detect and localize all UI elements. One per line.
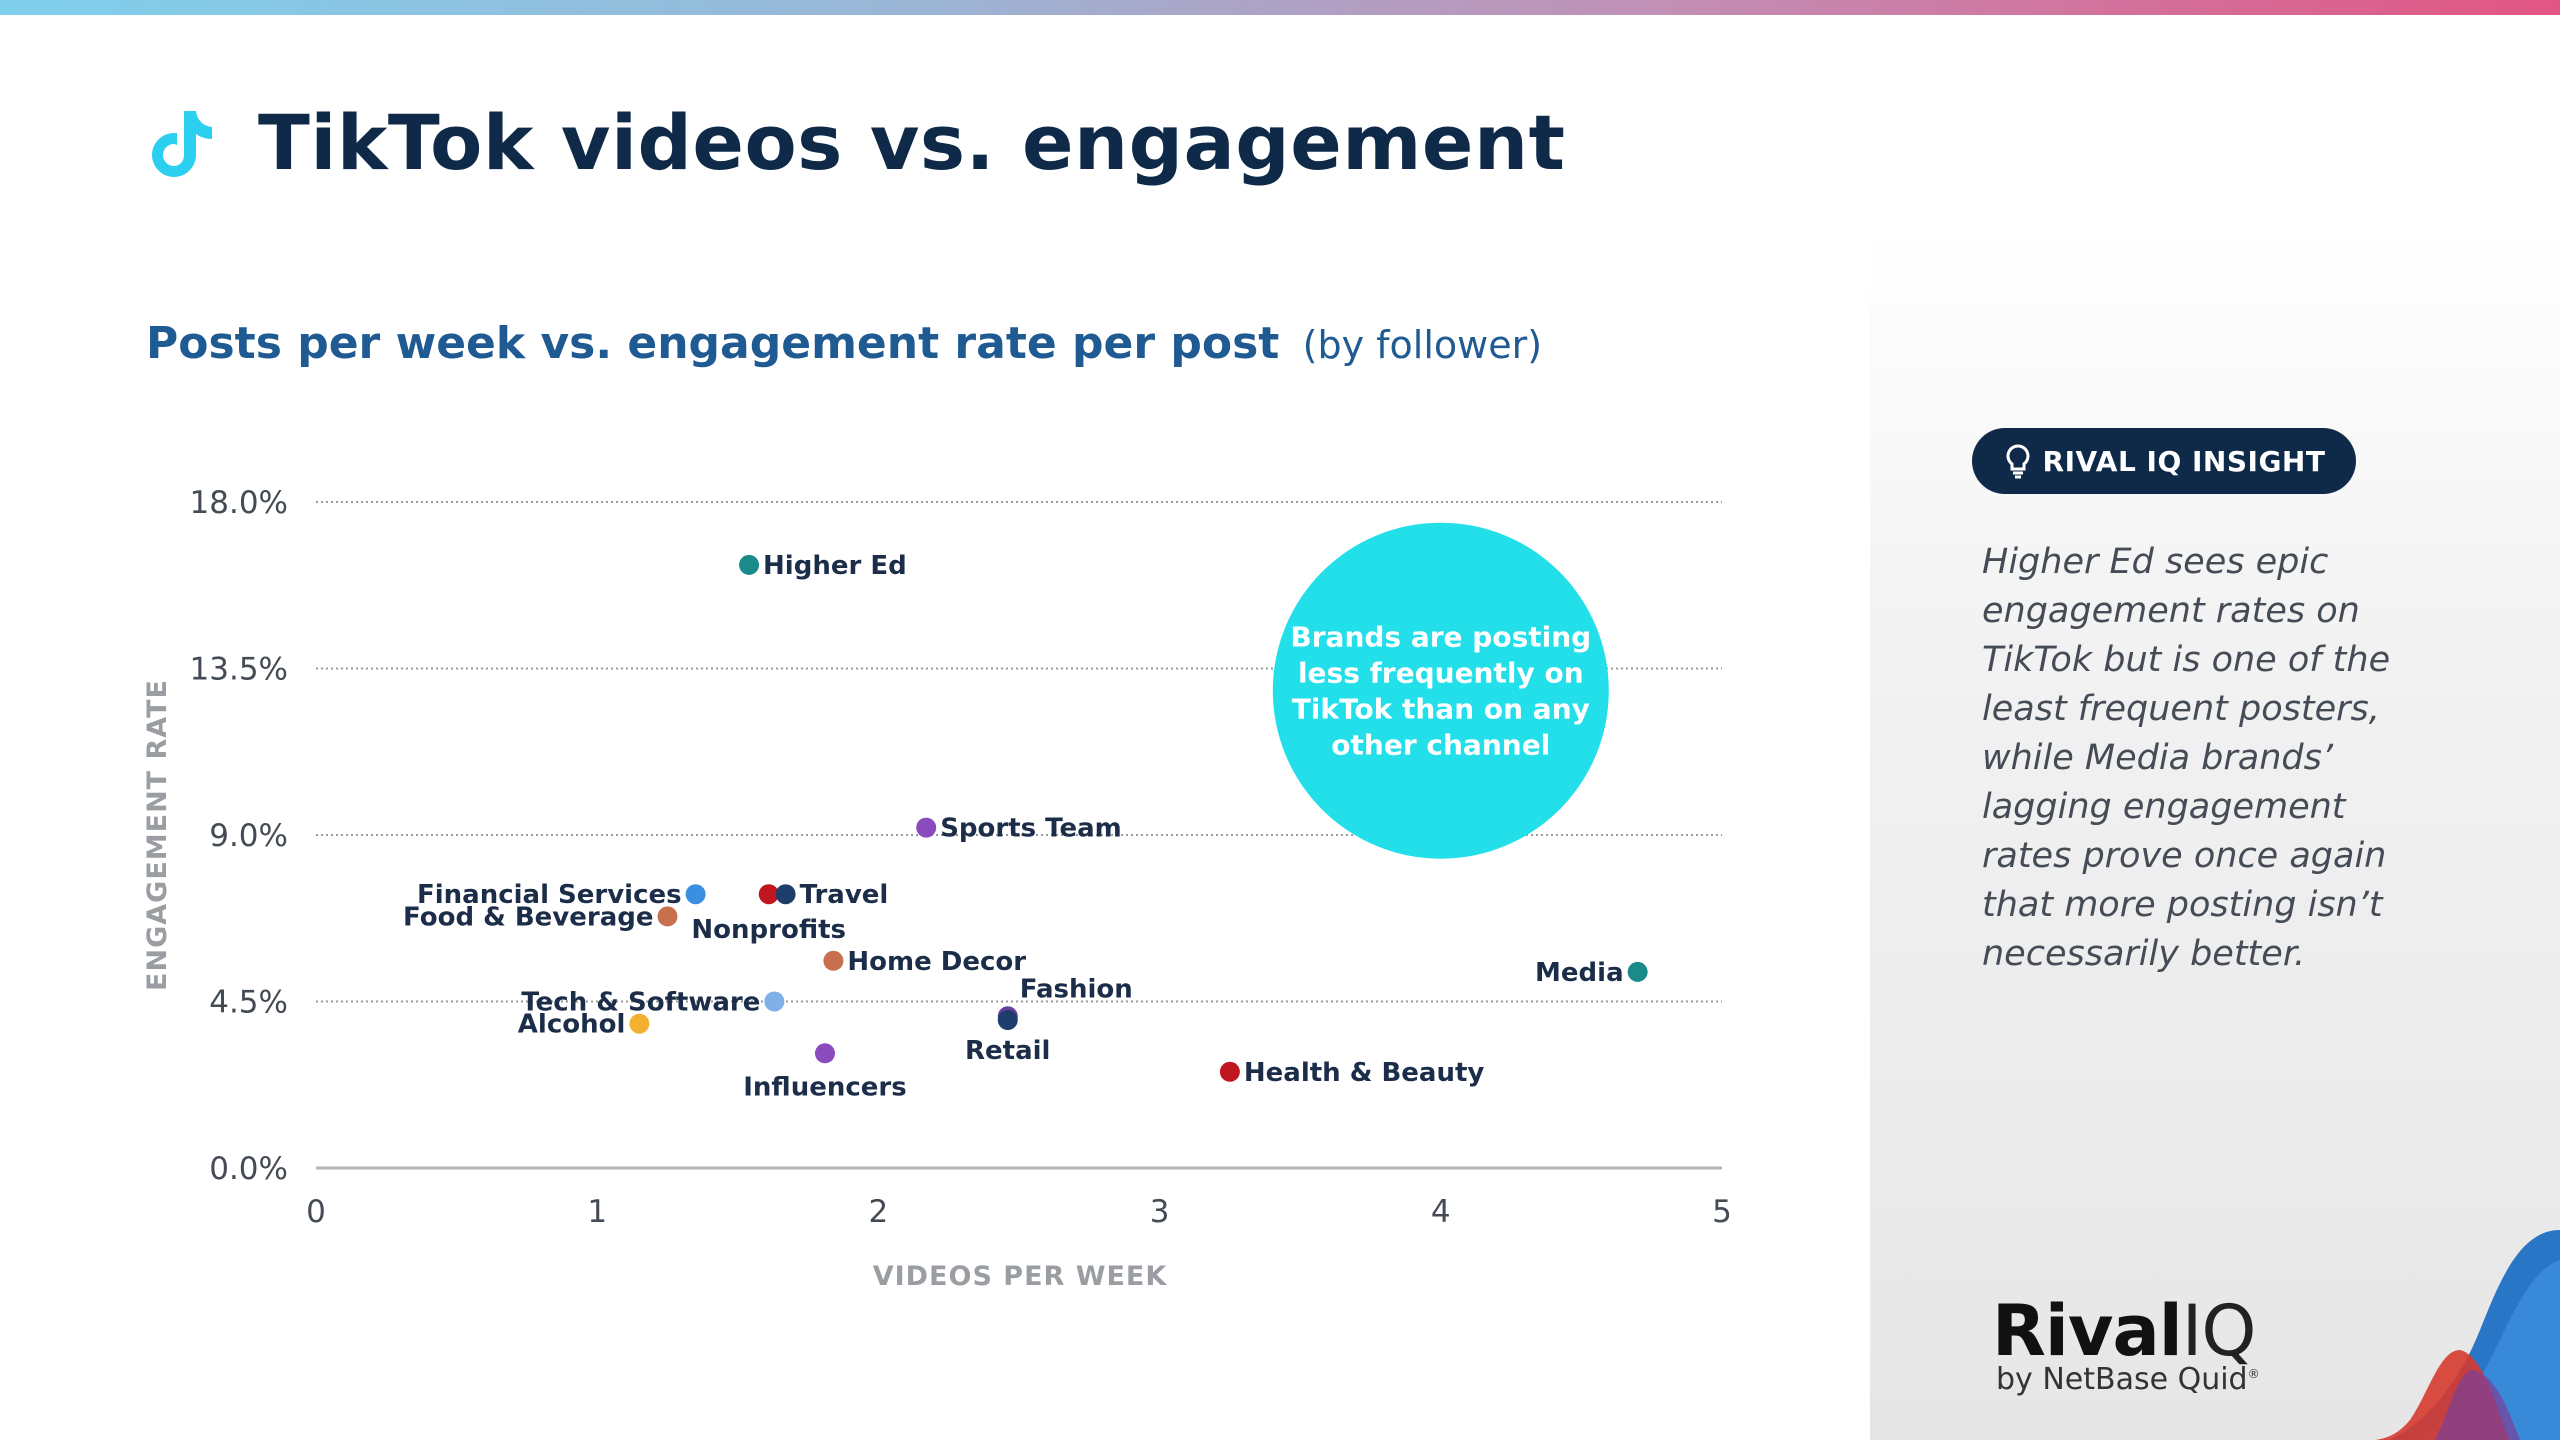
point-home-decor: [823, 950, 844, 971]
top-gradient-bar: [0, 0, 2560, 15]
insight-text: Higher Ed sees epic engagement rates on …: [1982, 542, 2391, 974]
registered-mark: ®: [2247, 1367, 2260, 1381]
insight-badge: RIVAL IQ INSIGHT: [1972, 428, 2356, 494]
brand-name-iq: IQ: [2181, 1290, 2257, 1372]
x-tick-label: 4: [1431, 1194, 1451, 1230]
point-label-travel: Travel: [800, 880, 889, 910]
scatter-chart: 0.0% 4.5% 9.0% 13.5% 18.0% 0 1 2 3 4 5 Brands are …: [142, 485, 1732, 1292]
point-travel: [775, 884, 796, 905]
brand-name-main: Rival: [1992, 1290, 2183, 1372]
chart-title: Posts per week vs. engagement rate per p…: [146, 318, 1280, 369]
point-alcohol: [629, 1013, 650, 1034]
point-health-beauty: [1219, 1061, 1240, 1082]
annotation-text: less frequently on: [1298, 657, 1584, 690]
x-tick-label: 5: [1712, 1194, 1732, 1230]
y-axis-title: ENGAGEMENT RATE: [142, 679, 173, 991]
point-label-nonprofits: Nonprofits: [691, 915, 846, 945]
point-label-financial-services: Financial Services: [417, 880, 682, 910]
y-tick-label: 13.5%: [190, 652, 288, 688]
annotation-circle: [1272, 522, 1609, 859]
x-tick-label: 3: [1150, 1194, 1170, 1230]
point-label-fashion: Fashion: [1020, 974, 1133, 1004]
rival-iq-logo: RivalIQ: [1992, 1290, 2257, 1372]
chart-subtitle: Posts per week vs. engagement rate per p…: [146, 318, 1542, 369]
data-points: Higher Ed Sports Team Financial ServicesFo…: [403, 551, 1648, 1102]
point-label-media: Media: [1535, 958, 1624, 988]
point-label-health-beauty: Health & Beauty: [1244, 1058, 1485, 1088]
point-higher-ed: [739, 554, 760, 575]
point-media: [1627, 961, 1648, 982]
point-label-influencers: Influencers: [743, 1072, 906, 1102]
brand-byline: by NetBase Quid®: [1996, 1362, 2260, 1397]
point-label-food-beverage: Food & Beverage: [403, 902, 653, 932]
point-label-retail: Retail: [965, 1036, 1050, 1066]
point-label-home-decor: Home Decor: [847, 947, 1026, 977]
point-label-alcohol: Alcohol: [518, 1010, 626, 1040]
brand-byline-text: by NetBase Quid: [1996, 1362, 2248, 1397]
y-tick-label: 9.0%: [209, 818, 288, 854]
x-tick-label: 1: [587, 1194, 607, 1230]
tiktok-icon: [152, 111, 212, 177]
y-tick-label: 4.5%: [209, 985, 288, 1021]
point-sports-team: [916, 817, 937, 838]
annotation-text: TikTok than on any: [1292, 693, 1590, 726]
annotation-text: Brands are posting: [1290, 621, 1591, 654]
x-tick-label: 2: [869, 1194, 889, 1230]
point-influencers: [814, 1043, 835, 1064]
y-tick-label: 0.0%: [209, 1151, 288, 1187]
point-label-tech-software: Tech & Software: [521, 988, 760, 1018]
page-title: TikTok videos vs. engagement: [258, 98, 1566, 187]
point-food-beverage: [657, 906, 678, 927]
insight-badge-label: RIVAL IQ INSIGHT: [2042, 444, 2326, 478]
lightbulb-icon: [2006, 444, 2030, 479]
point-retail: [997, 1010, 1018, 1030]
y-tick-label: 18.0%: [190, 485, 288, 521]
point-label-sports-team: Sports Team: [940, 814, 1122, 844]
x-axis-title: VIDEOS PER WEEK: [873, 1261, 1168, 1292]
point-nonprofits: [758, 884, 779, 905]
point-financial-services: [685, 884, 706, 905]
x-tick-label: 0: [306, 1194, 326, 1230]
point-tech-software: [764, 991, 785, 1012]
decorative-waves: [2375, 1230, 2560, 1440]
annotation-text: other channel: [1331, 729, 1550, 762]
chart-title-qualifier: (by follower): [1302, 323, 1543, 367]
point-label-higher-ed: Higher Ed: [763, 551, 907, 581]
axes: 0.0% 4.5% 9.0% 13.5% 18.0% 0 1 2 3 4 5: [190, 485, 1732, 1230]
